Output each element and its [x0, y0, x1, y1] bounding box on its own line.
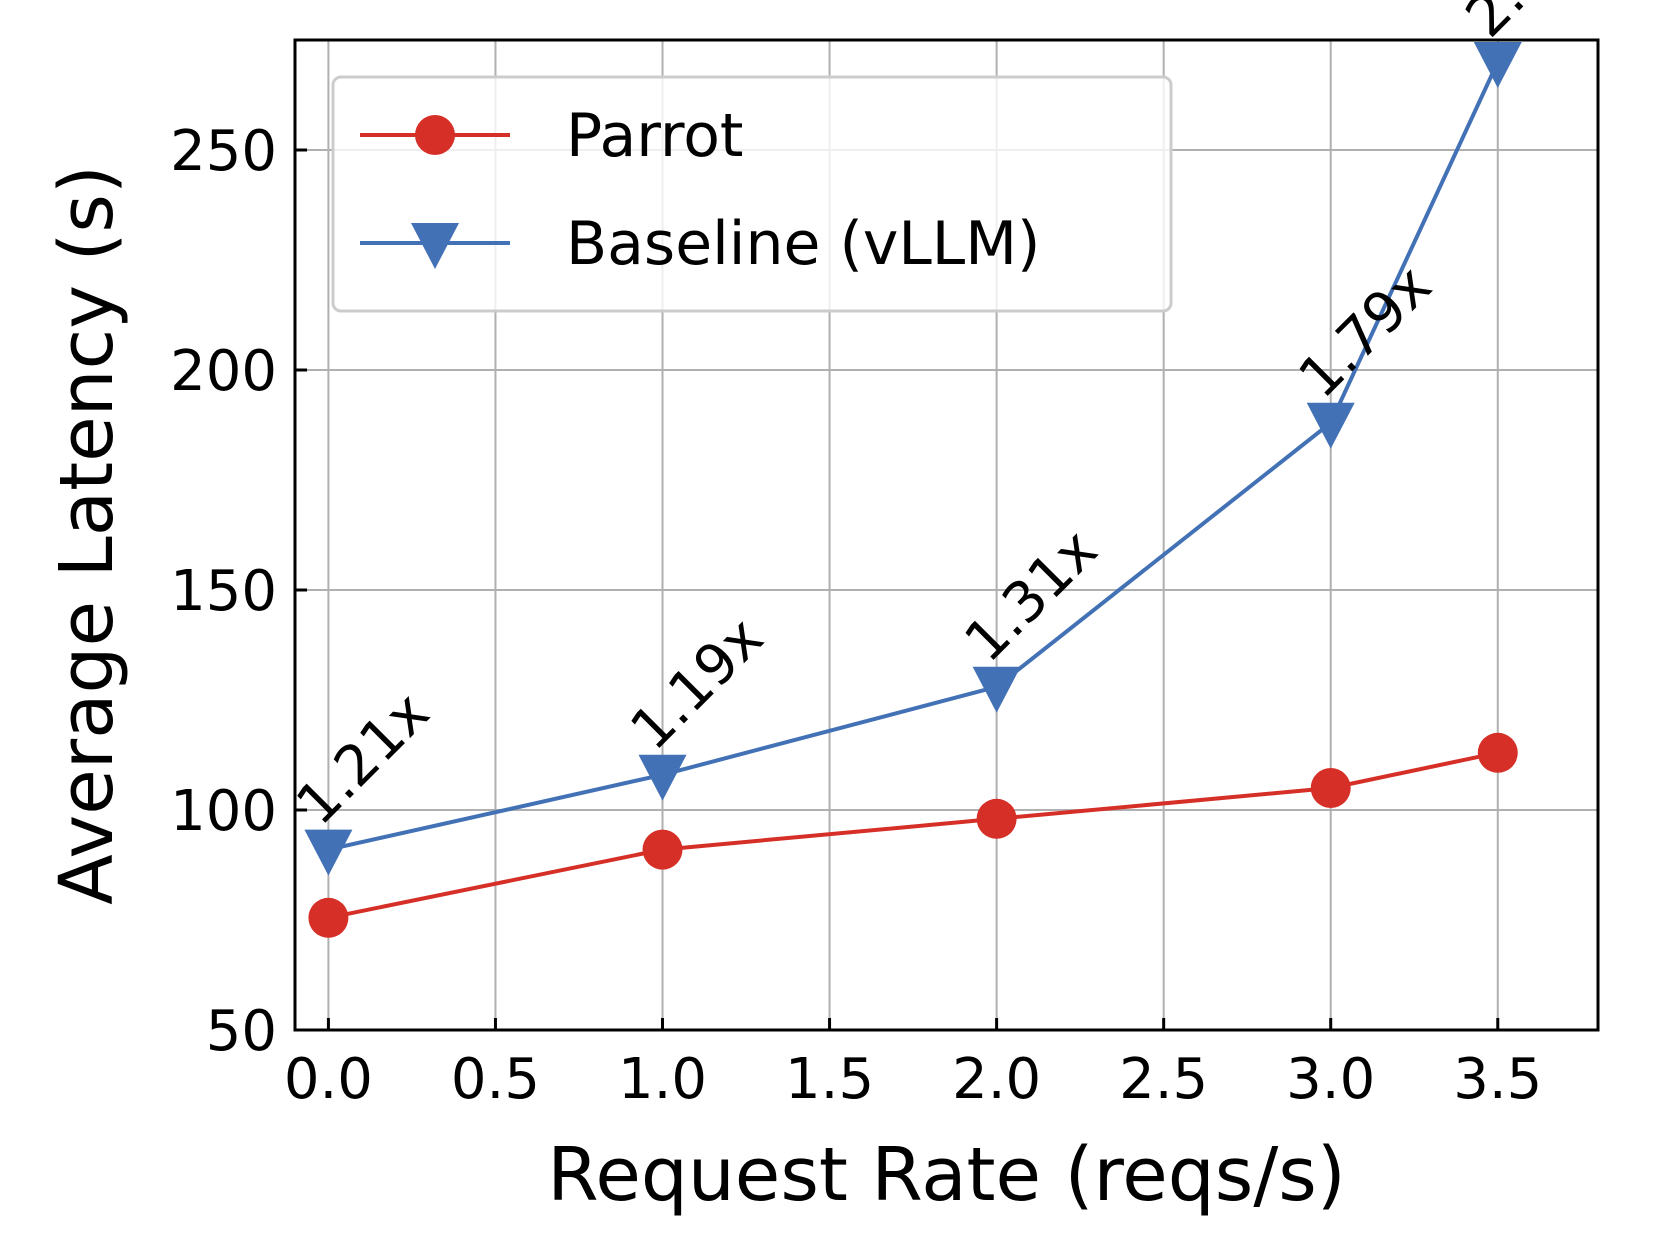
data-point [308, 897, 349, 938]
series-0 [308, 732, 1518, 938]
data-point [1477, 732, 1518, 773]
y-tick-label: 50 [206, 999, 277, 1064]
legend-label: Parrot [566, 101, 743, 171]
y-tick-label: 250 [170, 119, 277, 184]
plot-frame [293, 38, 1600, 1032]
data-point [1310, 768, 1351, 808]
data-point [638, 754, 687, 801]
x-tick-label: 3.5 [1453, 1047, 1542, 1112]
x-tick-label: 0.0 [284, 1047, 373, 1112]
legend-box [331, 75, 1173, 313]
series-layer [304, 42, 1522, 938]
x-tick-label: 1.0 [618, 1047, 707, 1112]
y-tick-label: 150 [170, 559, 277, 624]
speedup-annotation: 1.19x [618, 605, 776, 763]
data-point [976, 798, 1017, 839]
legend-marker [415, 115, 455, 155]
legend-label: Baseline (vLLM) [566, 209, 1040, 279]
y-tick-label: 200 [170, 339, 277, 404]
y-axis-label: Average Latency (s) [44, 165, 130, 905]
data-point [642, 829, 683, 870]
x-tick-label: 3.0 [1286, 1047, 1375, 1112]
series-1 [304, 42, 1522, 876]
x-tick-label: 0.5 [451, 1047, 540, 1112]
speedup-annotation: 1.79x [1287, 253, 1445, 411]
y-tick-label: 100 [170, 779, 277, 844]
x-axis-label: Request Rate (reqs/s) [547, 1132, 1345, 1218]
data-point [304, 829, 353, 876]
speedup-annotation: 1.21x [284, 680, 442, 838]
data-point [1473, 42, 1522, 88]
speedup-annotation: 1.31x [953, 517, 1111, 675]
data-point [1306, 402, 1355, 449]
x-tick-label: 2.0 [952, 1047, 1041, 1112]
legend-item-1: Baseline (vLLM) [360, 209, 1040, 279]
x-tick-label: 1.5 [785, 1047, 874, 1112]
legend-marker [411, 223, 459, 269]
legend: Parrot Baseline (vLLM) [331, 75, 1173, 313]
legend-item-0: Parrot [360, 101, 743, 171]
data-point [972, 666, 1021, 713]
ticks: 0.0 0.5 1.0 1.5 2.0 2.5 3.0 3.5 50 100 150 200 250 [170, 119, 1542, 1112]
x-tick-label: 2.5 [1119, 1047, 1208, 1112]
